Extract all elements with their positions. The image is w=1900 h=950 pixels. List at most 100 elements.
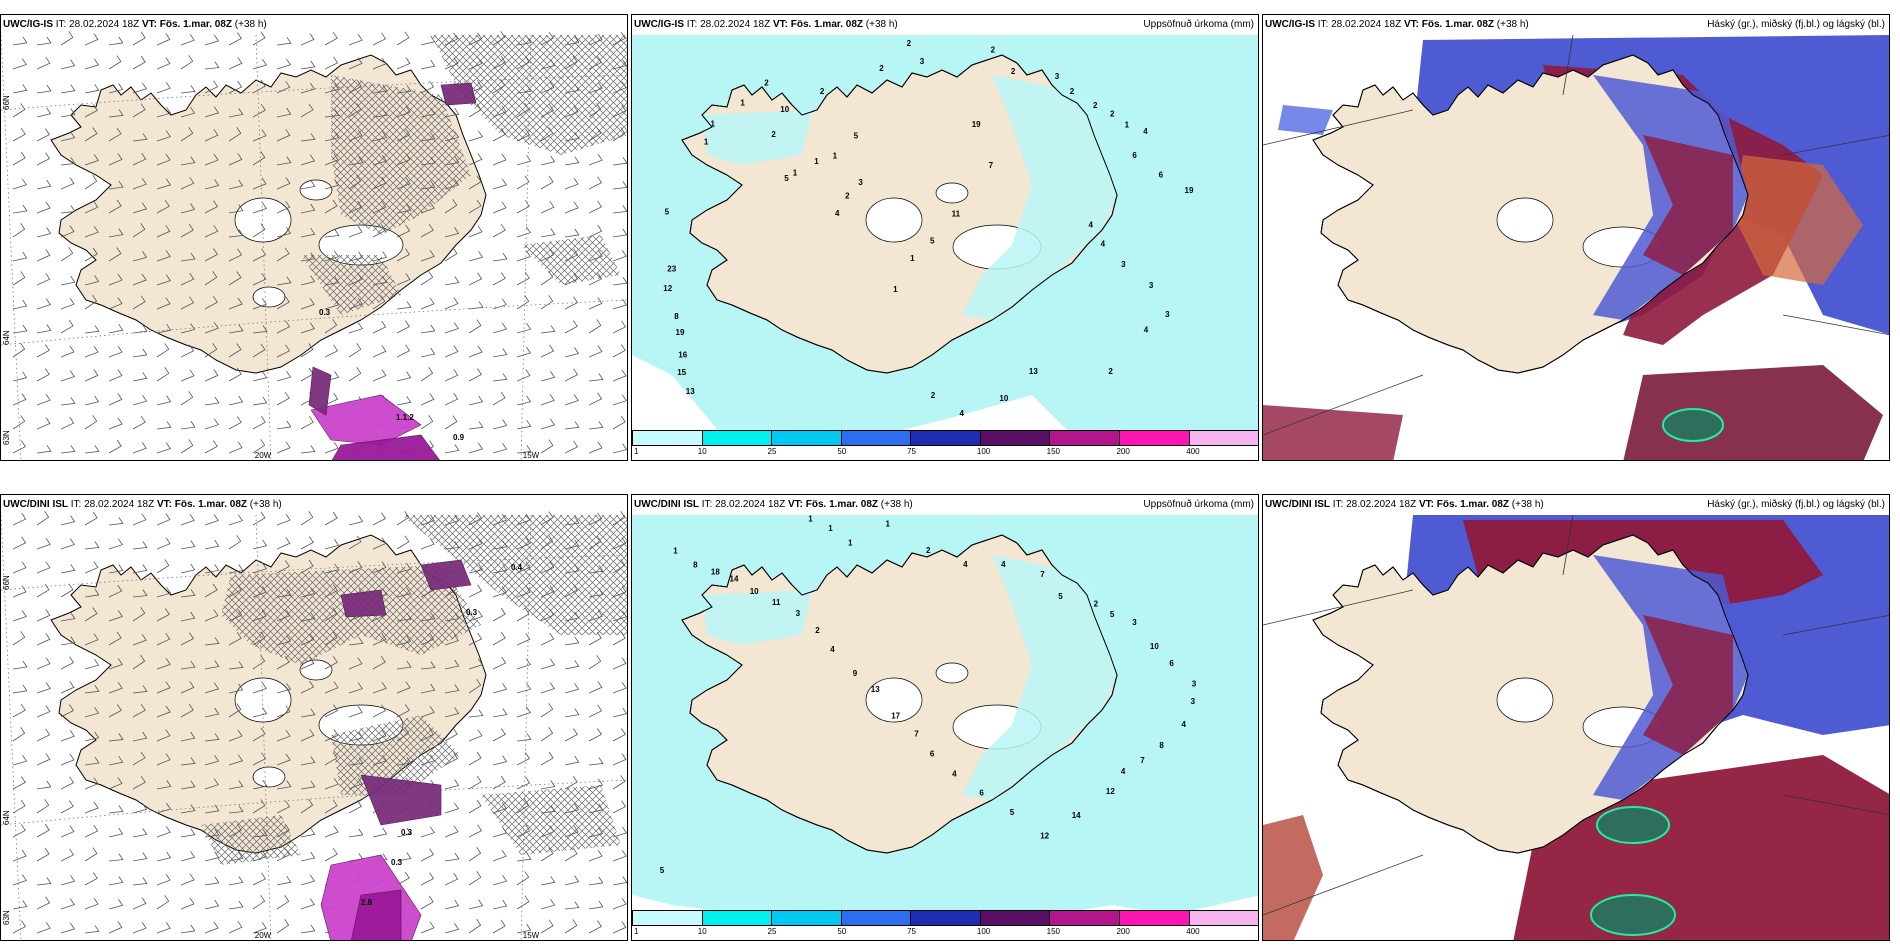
station-value: 4 [1121,767,1126,776]
legend-tick: 75 [907,447,917,456]
station-value: 19 [1185,186,1194,195]
legend-tick: 10 [697,927,707,936]
station-value: 11 [772,598,781,607]
station-value: 8 [1159,741,1164,750]
axis-labels: 20W 15W 66N 64N 63N [2,575,540,940]
legend-swatch [702,911,773,925]
graticule [1263,514,1889,916]
station-value: 2 [907,39,912,48]
station-value: 2 [1011,67,1016,76]
station-value: 1 [808,515,813,524]
cloud-map-top [1263,34,1889,460]
station-value: 13 [871,685,880,694]
station-value: 5 [1058,592,1063,601]
precip-panel-top: 2 3 2 2 2 10 2 1 1 1 5 23 12 8 19 16 15 13 2 2 3 2 2 2 1 4 6 6 19 4 4 3… [631,14,1259,461]
station-value: 3 [920,57,925,66]
legend-swatch [980,431,1051,445]
station-value: 3 [1149,281,1154,290]
station-value: 4 [1001,560,1006,569]
station-value: 1 [910,254,915,263]
station-value: 5 [930,236,935,245]
precip-value: 0.4 [511,563,523,572]
iceland-outline [1312,534,1749,854]
legend-swatch [841,431,912,445]
precip-value: 0.3 [319,308,331,317]
iceland-outline [1312,54,1749,374]
station-value: 11 [952,210,961,219]
station-value: 19 [676,328,685,337]
station-value: 1 [704,138,709,147]
legend-swatch [980,911,1051,925]
station-value: 16 [678,351,687,360]
lon-label: 15W [523,451,540,460]
station-value: 2 [879,64,884,73]
station-value: 4 [835,209,840,218]
panel-header: UWC/IG-IS IT: 28.02.2024 18Z VT: Fös. 1.… [634,19,898,30]
panel-header: UWC/IG-IS IT: 28.02.2024 18Z VT: Fös. 1.… [1265,19,1529,30]
legend-tick: 50 [837,447,847,456]
station-values: 2322210211152312819161513223222146619443… [663,39,1194,418]
station-value: 2 [991,45,996,54]
station-value: 2 [820,87,825,96]
legend-swatch [1189,431,1258,445]
station-value: 3 [1192,680,1197,689]
legend-tick: 100 [976,927,991,936]
station-value: 14 [730,575,739,584]
panel-header: UWC/IG-IS IT: 28.02.2024 18Z VT: Fös. 1.… [3,19,267,30]
station-value: 1 [793,169,798,178]
station-value: 4 [1143,127,1148,136]
lat-label: 64N [2,330,11,345]
legend-swatch [1119,911,1190,925]
station-value: 18 [711,568,720,577]
station-value: 4 [960,409,965,418]
wind-panel-bottom: 0.3 0.3 0.4 0.3 2.8 20W 15W 66N 64N 63N UWC/DINI … [0,494,628,941]
precip-value: 2.8 [361,898,373,907]
station-value: 12 [1106,787,1115,796]
station-value: 10 [780,105,789,114]
station-value: 5 [784,174,789,183]
land-cloud-high [1643,135,1733,275]
station-value: 5 [854,132,859,141]
station-value: 19 [972,120,981,129]
glaciers [234,179,404,308]
station-value: 4 [1101,240,1106,249]
station-value: 3 [1055,72,1060,81]
lon-label: 20W [255,931,272,940]
station-value: 5 [1110,610,1115,619]
legend-tick: 1 [634,927,639,936]
legend-swatch [1189,911,1258,925]
legend-swatch [1050,431,1120,445]
cloud-panel-bottom: UWC/DINI ISL IT: 28.02.2024 18Z VT: Fös.… [1262,494,1890,941]
precip-coastal [702,555,1117,800]
legend-tick: 400 [1186,447,1200,456]
station-value: 8 [693,561,698,570]
station-value: 2 [1094,600,1099,609]
cloud-map-bottom [1263,514,1889,940]
station-value: 10 [999,394,1008,403]
station-value: 3 [1132,618,1137,627]
lat-label: 66N [2,575,11,590]
legend-swatch [633,911,703,925]
station-value: 14 [1072,811,1081,820]
iceland-outline [681,534,1118,854]
legend-tick: 100 [976,447,991,456]
station-value: 10 [750,587,759,596]
precip-panel-bottom: 1 1 1 1 2 4 4 7 5 2 5 3 10 6 3 3 4 8 7 4 12 14 12 5 6 4 6 7 17 13 9 4 2 3… [631,494,1259,941]
station-value: 4 [1182,720,1187,729]
land-cloud-high [1643,615,1733,755]
lon-label: 15W [523,931,540,940]
station-value: 1 [711,120,716,129]
station-value: 4 [952,769,957,778]
station-value: 3 [858,178,863,187]
station-value: 2 [845,192,850,201]
panel-title: Uppsöfnuð úrkoma (mm) [1143,499,1254,510]
legend-tick: 400 [1186,927,1200,936]
station-value: 1 [673,546,678,555]
iceland-outline [681,54,1118,374]
station-value: 2 [931,391,936,400]
station-value: 5 [1010,808,1015,817]
legend-tick: 150 [1046,927,1061,936]
precip-legend: 1 10 25 50 75 100 150 200 400 [632,910,1258,940]
station-value: 2 [1110,110,1115,119]
